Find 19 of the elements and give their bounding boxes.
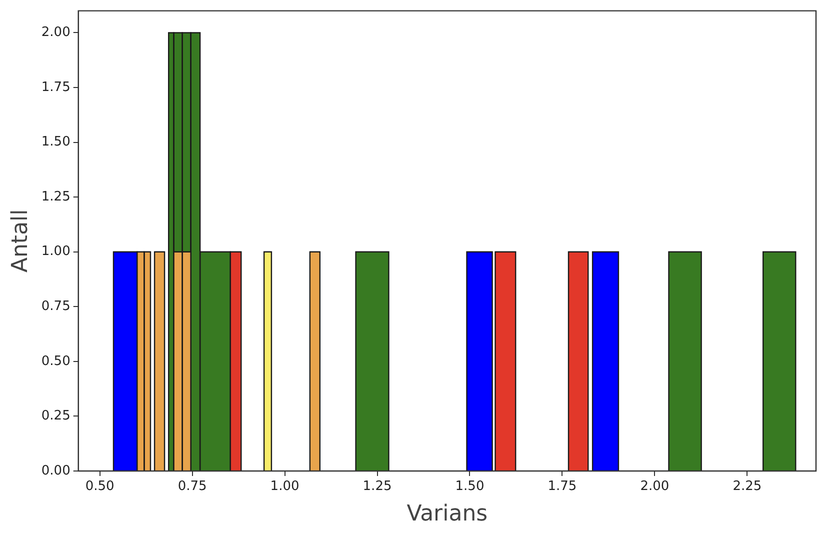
y-tick-label: 1.00 bbox=[41, 244, 70, 260]
y-tick-label: 0.75 bbox=[41, 299, 70, 314]
y-tick-label: 1.25 bbox=[41, 189, 70, 204]
x-tick-label: 1.00 bbox=[270, 479, 300, 494]
y-tick-label: 0.25 bbox=[41, 408, 70, 424]
x-tick-label: 1.50 bbox=[455, 479, 484, 494]
y-tick-label: 0.00 bbox=[41, 463, 70, 478]
x-tick-label: 1.25 bbox=[362, 479, 392, 494]
x-tick-label: 0.50 bbox=[85, 479, 114, 494]
x-tick-label: 2.00 bbox=[640, 479, 670, 494]
x-tick-label: 0.75 bbox=[178, 479, 207, 494]
x-tick-label: 2.25 bbox=[732, 479, 762, 494]
x-tick-label: 1.75 bbox=[548, 479, 577, 494]
y-axis-title: Antall bbox=[8, 209, 33, 273]
y-tick-label: 1.50 bbox=[41, 134, 70, 150]
y-tick-label: 0.50 bbox=[41, 354, 70, 369]
x-axis-title: Varians bbox=[406, 502, 488, 527]
y-tick-label: 2.00 bbox=[41, 25, 70, 40]
y-tick-label: 1.75 bbox=[41, 80, 70, 95]
